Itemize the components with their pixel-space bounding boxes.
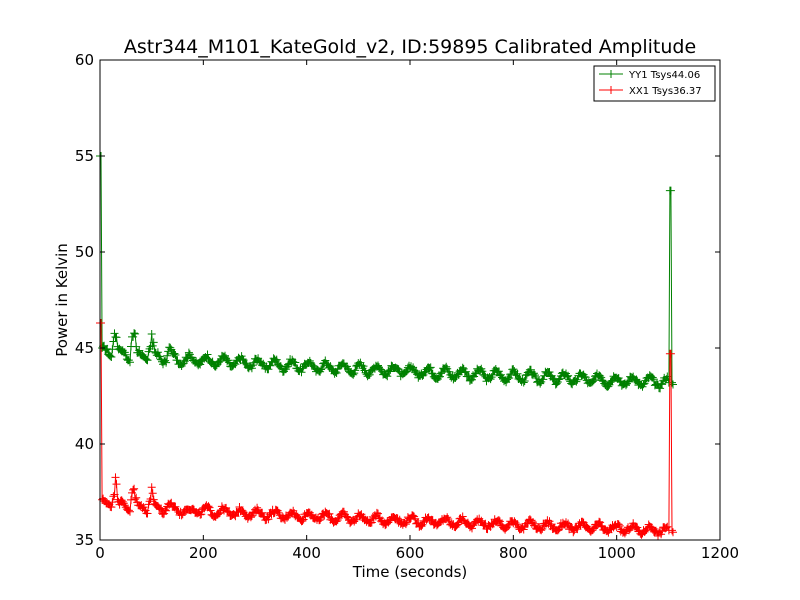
- legend: YY1 Tsys44.06 XX1 Tsys36.37: [593, 65, 716, 102]
- y-tick-label: 60: [75, 51, 94, 69]
- y-tick-label: 35: [75, 531, 94, 549]
- y-tick-label: 55: [75, 147, 94, 165]
- x-tick-label: 0: [95, 544, 105, 562]
- series-markers-1: [96, 319, 677, 540]
- legend-marker-xx1: [607, 86, 615, 94]
- x-tick-label: 400: [292, 544, 321, 562]
- x-tick-label: 200: [189, 544, 218, 562]
- y-axis-label: Power in Kelvin: [53, 243, 71, 357]
- legend-label-xx1: XX1 Tsys36.37: [629, 86, 702, 97]
- legend-label-yy1: YY1 Tsys44.06: [628, 70, 700, 81]
- x-tick-label: 1200: [701, 544, 739, 562]
- chart-title: Astr344_M101_KateGold_v2, ID:59895 Calib…: [124, 36, 696, 58]
- x-tick-label: 800: [499, 544, 528, 562]
- ticks-layer: 0 200 400 600 800 1000 1200 35 40 45 50 55 60: [75, 51, 739, 562]
- legend-marker-yy1: [607, 70, 615, 78]
- y-tick-label: 50: [75, 243, 94, 261]
- y-tick-label: 40: [75, 435, 94, 453]
- x-tick-label: 600: [396, 544, 425, 562]
- x-axis-label: Time (seconds): [352, 563, 468, 581]
- x-tick-label: 1000: [598, 544, 636, 562]
- series-markers-0: [96, 152, 677, 393]
- plot-frame: [99, 59, 721, 541]
- y-tick-label: 45: [75, 339, 94, 357]
- series-layer: [96, 152, 677, 540]
- legend-box: [593, 65, 716, 102]
